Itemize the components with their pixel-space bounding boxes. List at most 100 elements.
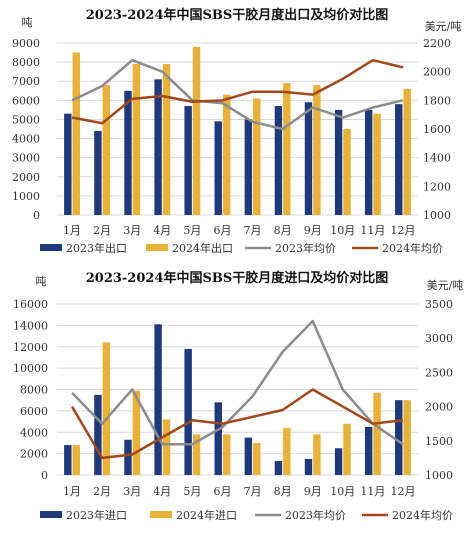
x-tick-label: 10月 <box>330 224 355 237</box>
bar <box>253 442 261 475</box>
bar <box>102 342 111 475</box>
y2-tick-label: 1800 <box>423 94 451 107</box>
grid-lines <box>57 303 418 476</box>
left-axis-unit: 吨 <box>22 16 33 29</box>
y2-tick-label: 2500 <box>425 366 453 379</box>
series-line <box>71 319 404 446</box>
x-tick-label: 3月 <box>123 224 141 237</box>
legend-swatch <box>146 244 168 251</box>
right-axis-unit: 美元/吨 <box>425 20 462 33</box>
legend-label: 2023年出口 <box>66 241 127 255</box>
bar <box>364 426 373 475</box>
bar <box>214 121 222 215</box>
bar <box>395 400 403 475</box>
x-tick-label: 11月 <box>360 224 385 237</box>
x-tick-label: 2月 <box>93 224 111 237</box>
y-tick-label: 2000 <box>20 448 48 461</box>
bar <box>184 348 192 475</box>
legend-label: 2024年出口 <box>172 241 233 255</box>
y2-tick-label: 2000 <box>425 401 453 414</box>
bar <box>313 434 321 475</box>
bar <box>124 439 132 475</box>
y-tick-label: 4000 <box>20 426 48 439</box>
bar <box>244 437 253 475</box>
x-tick-label: 7月 <box>244 485 262 498</box>
legend-label: 2023年进口 <box>66 508 127 522</box>
bar <box>304 102 313 215</box>
bar <box>373 113 381 215</box>
x-tick-label: 5月 <box>183 224 201 237</box>
bar <box>192 434 201 475</box>
x-tick-label: 1月 <box>63 485 81 498</box>
bar <box>373 392 381 475</box>
y2-tick-label: 3500 <box>425 298 453 311</box>
x-tick-label: 9月 <box>304 485 322 498</box>
x-tick-label: 5月 <box>183 485 201 498</box>
line-series <box>70 319 404 460</box>
y-tick-label: 6000 <box>20 405 48 418</box>
y-tick-label: 14000 <box>13 319 48 332</box>
y2-tick-label: 2200 <box>423 37 451 50</box>
grid-lines <box>57 42 418 216</box>
series-line <box>70 388 404 460</box>
legend-label: 2024年进口 <box>176 508 237 522</box>
y-tick-label: 0 <box>41 469 48 482</box>
x-tick-label: 8月 <box>274 485 292 498</box>
y2-tick-label: 1600 <box>423 123 451 136</box>
export-chart-svg: 2023-2024年中国SBS干胶月度出口及均价对比图 吨 美元/吨 0 1000… <box>12 7 462 255</box>
y-tick-label: 6000 <box>12 94 40 107</box>
legend-label: 2024年均价 <box>382 241 443 255</box>
bar <box>253 98 261 215</box>
bar <box>94 394 102 475</box>
legend: 2023年出口 2024年出口 2023年均价 2024年均价 <box>40 241 443 255</box>
x-tick-label: 1月 <box>63 224 81 237</box>
x-tick-label: 11月 <box>360 485 385 498</box>
legend-swatch <box>40 511 62 518</box>
x-tick-label: 7月 <box>244 224 262 237</box>
y-tick-label: 10000 <box>13 362 48 375</box>
bar <box>304 458 313 475</box>
legend-swatch <box>150 511 172 518</box>
series-line <box>71 58 404 125</box>
y-tick-label: 1000 <box>12 190 40 203</box>
legend-label: 2023年均价 <box>285 508 346 522</box>
bar <box>124 90 132 215</box>
bar <box>162 64 171 216</box>
bar <box>222 434 231 475</box>
bar <box>283 83 291 215</box>
bar <box>94 130 102 215</box>
chart-title: 2023-2024年中国SBS干胶月度出口及均价对比图 <box>86 7 389 23</box>
bar <box>162 419 171 475</box>
bar <box>72 445 80 475</box>
x-tick-label: 4月 <box>153 485 171 498</box>
bar <box>334 109 343 215</box>
y2-tick-label: 1400 <box>423 152 451 165</box>
chart-title: 2023-2024年中国SBS干胶月度进口及均价对比图 <box>86 270 389 286</box>
y-tick-label: 7000 <box>12 75 40 88</box>
series-line <box>71 58 404 131</box>
bar <box>222 94 231 215</box>
y-tick-label: 8000 <box>12 56 40 69</box>
legend-swatch <box>40 244 62 251</box>
y2-tick-label: 1000 <box>425 469 453 482</box>
bar <box>64 445 72 475</box>
y2-tick-label: 3000 <box>425 332 453 345</box>
bar-series <box>64 46 411 216</box>
right-axis-unit: 美元/吨 <box>427 279 464 292</box>
bar <box>403 400 411 475</box>
x-tick-label: 3月 <box>123 485 141 498</box>
bar <box>214 402 222 475</box>
x-tick-label: 12月 <box>390 485 415 498</box>
y2-tick-label: 1000 <box>423 209 451 222</box>
y-tick-label: 5000 <box>12 113 40 126</box>
bar <box>192 46 201 216</box>
bar <box>72 52 80 215</box>
bar <box>343 423 351 475</box>
x-tick-label: 6月 <box>213 485 231 498</box>
bar <box>403 88 411 215</box>
bar <box>184 106 192 215</box>
axis-ticks: 0 2000 4000 6000 8000 10000 12000 14000 16000 100… <box>13 298 453 498</box>
y-tick-label: 3000 <box>12 152 40 165</box>
bar <box>132 64 141 216</box>
bar <box>244 119 253 215</box>
